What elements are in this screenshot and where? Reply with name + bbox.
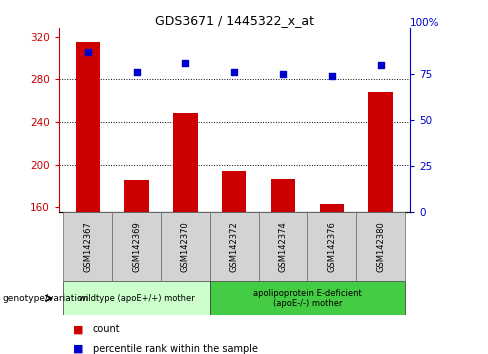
Bar — [124, 181, 149, 212]
Text: GSM142370: GSM142370 — [181, 222, 190, 272]
Bar — [210, 212, 259, 281]
Point — [84, 50, 92, 55]
Text: GSM142372: GSM142372 — [230, 222, 239, 272]
Text: count: count — [93, 324, 121, 334]
Bar — [63, 212, 112, 281]
Text: percentile rank within the sample: percentile rank within the sample — [93, 344, 258, 354]
Text: GSM142376: GSM142376 — [327, 222, 336, 272]
Bar — [173, 113, 198, 212]
Point — [133, 70, 141, 75]
Bar — [320, 204, 344, 212]
Point — [182, 61, 189, 66]
Text: genotype/variation: genotype/variation — [2, 294, 89, 303]
Text: ■: ■ — [73, 324, 84, 334]
Bar — [76, 42, 100, 212]
Point — [279, 72, 287, 77]
Bar — [259, 212, 307, 281]
Bar — [63, 281, 210, 315]
Bar — [271, 179, 295, 212]
Bar — [307, 212, 356, 281]
Text: GSM142374: GSM142374 — [279, 222, 287, 272]
Point — [377, 62, 385, 68]
Bar — [222, 171, 246, 212]
Bar — [368, 92, 393, 212]
Text: GSM142367: GSM142367 — [83, 222, 92, 272]
Bar — [356, 212, 405, 281]
Text: wildtype (apoE+/+) mother: wildtype (apoE+/+) mother — [79, 294, 195, 303]
Point — [230, 70, 238, 75]
Text: GSM142369: GSM142369 — [132, 222, 141, 272]
Bar — [210, 281, 405, 315]
Text: ■: ■ — [73, 344, 84, 354]
Text: apolipoprotein E-deficient
(apoE-/-) mother: apolipoprotein E-deficient (apoE-/-) mot… — [253, 289, 362, 308]
Text: GSM142380: GSM142380 — [376, 222, 385, 272]
Bar — [161, 212, 210, 281]
Text: 100%: 100% — [410, 18, 439, 28]
Point — [328, 73, 336, 79]
Title: GDS3671 / 1445322_x_at: GDS3671 / 1445322_x_at — [155, 14, 314, 27]
Bar — [112, 212, 161, 281]
